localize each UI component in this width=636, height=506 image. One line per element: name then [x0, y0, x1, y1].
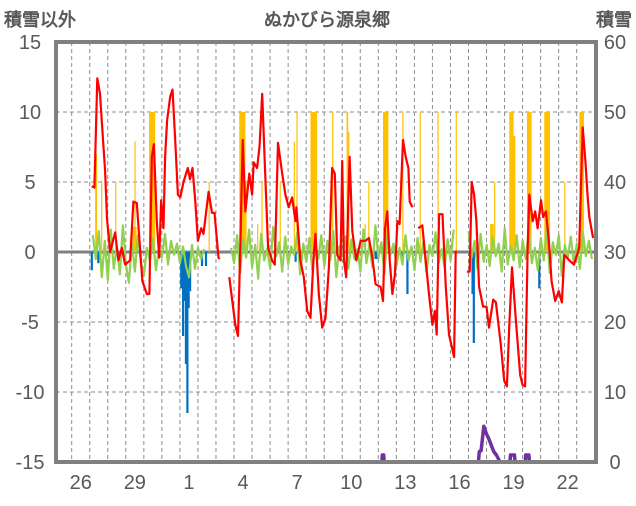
red-line: [228, 92, 414, 338]
blue-bar: [472, 252, 475, 343]
left-tick-label: -5: [21, 312, 39, 334]
red-line: [466, 126, 595, 388]
yellow-bar: [261, 182, 263, 252]
yellow-bar: [296, 112, 298, 252]
left-tick-label: -15: [16, 452, 45, 474]
x-tick-label: 29: [124, 472, 146, 494]
x-tick-label: 4: [237, 472, 248, 494]
yellow-bar: [132, 226, 137, 252]
yellow-bar: [95, 154, 98, 252]
yellow-bar: [402, 112, 404, 252]
left-tick-label: 5: [24, 172, 35, 194]
x-tick-label: 22: [557, 472, 579, 494]
blue-bar: [471, 252, 474, 294]
yellow-bar: [455, 112, 457, 252]
blue-bar: [294, 252, 297, 262]
right-axis-title: 積雪: [595, 9, 632, 30]
yellow-bar: [382, 112, 389, 252]
green-line: [91, 224, 206, 284]
right-tick-label: 50: [604, 102, 626, 124]
yellow-bar: [208, 182, 210, 252]
x-tick-label: 26: [70, 472, 92, 494]
right-tick-label: 60: [604, 32, 626, 54]
x-tick-label: 19: [502, 472, 524, 494]
blue-bar: [180, 252, 183, 289]
left-tick-label: -10: [16, 382, 45, 404]
right-tick-label: 40: [604, 172, 626, 194]
left-axis-title: 積雪以外: [3, 9, 76, 30]
yellow-bar: [115, 182, 117, 252]
gridlines: [56, 42, 596, 462]
purple-line: [465, 424, 590, 464]
x-tick-label: 7: [292, 472, 303, 494]
blue-bar: [187, 252, 190, 308]
blue-bar: [204, 252, 208, 266]
yellow-bar: [509, 112, 514, 252]
yellow-bar: [526, 112, 532, 252]
yellow-bar: [293, 141, 295, 252]
yellow-bar: [564, 182, 566, 252]
yellow-bar: [368, 182, 370, 252]
blue-bar: [374, 252, 377, 259]
right-tick-label: 0: [609, 452, 620, 474]
left-tick-label: 0: [24, 242, 35, 264]
right-tick-label: 10: [604, 382, 626, 404]
red-line: [91, 77, 221, 296]
yellow-bar: [134, 141, 136, 252]
blue-bar: [183, 252, 186, 301]
yellow-bar: [245, 182, 247, 252]
blue-bar: [184, 252, 188, 364]
red-line: [417, 213, 457, 359]
x-tick-label: 1: [183, 472, 194, 494]
yellow-bar: [279, 182, 281, 252]
plot-frame: [54, 40, 598, 464]
right-tick-label: 30: [604, 242, 626, 264]
blue-bar: [90, 252, 93, 271]
yellow-bar: [513, 135, 516, 252]
yellow-bar: [419, 112, 421, 252]
green-line: [467, 225, 593, 277]
green-line: [230, 224, 455, 280]
yellow-bar: [310, 112, 318, 252]
yellow-bar: [257, 224, 259, 252]
yellow-bar: [494, 182, 496, 252]
yellow-bar: [101, 180, 103, 252]
yellow-bar: [544, 112, 551, 252]
x-tick-label: 16: [448, 472, 470, 494]
yellow-bar: [437, 112, 439, 252]
chart-title: ぬかびら源泉郷: [264, 9, 390, 30]
blue-bar: [97, 252, 100, 264]
blue-bar: [406, 252, 409, 294]
plot-border: [54, 40, 598, 464]
left-tick-label: 15: [19, 32, 41, 54]
left-tick-label: 10: [19, 102, 41, 124]
x-tick-label: 10: [340, 472, 362, 494]
blue-bar: [538, 252, 541, 289]
blue-bar: [186, 252, 189, 413]
right-tick-label: 20: [604, 312, 626, 334]
x-tick-label: 13: [394, 472, 416, 494]
blue-bar: [181, 252, 185, 336]
yellow-bar: [346, 112, 349, 252]
